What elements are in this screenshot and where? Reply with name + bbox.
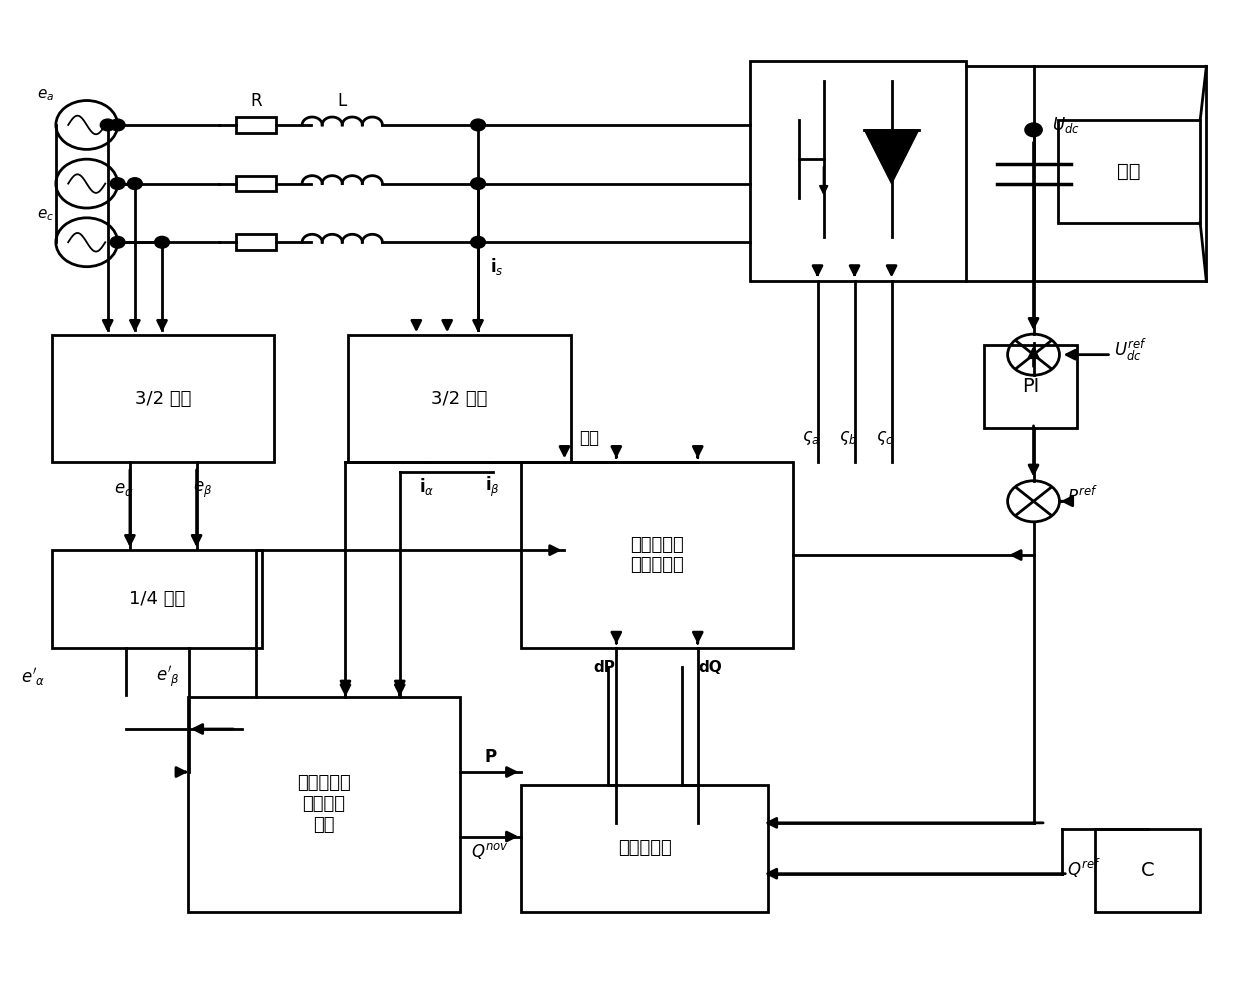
Circle shape <box>1025 123 1042 137</box>
Text: $\varsigma_a$: $\varsigma_a$ <box>802 429 821 446</box>
Text: $U_{dc}$: $U_{dc}$ <box>1052 115 1080 135</box>
Text: dP: dP <box>593 660 615 675</box>
Circle shape <box>471 119 485 131</box>
Circle shape <box>100 119 115 131</box>
Text: $e_c$: $e_c$ <box>37 207 55 223</box>
Text: $P^{ref}$: $P^{ref}$ <box>1066 486 1097 507</box>
Bar <box>985 345 1076 428</box>
Bar <box>1095 829 1200 912</box>
Bar <box>521 462 792 648</box>
Circle shape <box>128 178 143 190</box>
Bar <box>52 335 274 462</box>
Text: 扇区: 扇区 <box>579 429 599 446</box>
Text: 滞环比较器: 滞环比较器 <box>618 839 672 857</box>
Text: $\mathbf{P}$: $\mathbf{P}$ <box>484 748 497 767</box>
Text: $\mathbf{i}_\beta$: $\mathbf{i}_\beta$ <box>485 475 500 498</box>
Circle shape <box>471 178 485 190</box>
Text: $e'_\alpha$: $e'_\alpha$ <box>21 666 46 688</box>
Text: $\mathbf{i}_\alpha$: $\mathbf{i}_\alpha$ <box>419 476 434 497</box>
Text: C: C <box>1141 861 1154 880</box>
Text: $U_{dc}^{ref}$: $U_{dc}^{ref}$ <box>1114 336 1147 363</box>
Bar <box>236 234 275 250</box>
Text: 1/4 延迟: 1/4 延迟 <box>129 590 185 608</box>
Circle shape <box>471 236 485 248</box>
Text: $e'_\beta$: $e'_\beta$ <box>155 665 180 690</box>
Text: 不平衡电压
下的矢量表: 不平衡电压 下的矢量表 <box>630 536 684 574</box>
Text: $e_\alpha$: $e_\alpha$ <box>114 480 134 497</box>
Bar <box>52 550 262 648</box>
Bar <box>188 697 460 912</box>
Circle shape <box>155 236 170 248</box>
Bar <box>236 176 275 192</box>
Text: L: L <box>337 91 347 109</box>
Bar <box>1058 120 1200 223</box>
Text: $\varsigma_b$: $\varsigma_b$ <box>839 429 858 446</box>
Text: $e_\beta$: $e_\beta$ <box>193 480 212 500</box>
Bar <box>521 784 768 912</box>
Text: 3/2 变换: 3/2 变换 <box>432 389 487 408</box>
Bar <box>236 117 275 133</box>
Circle shape <box>110 236 125 248</box>
Text: $e_a$: $e_a$ <box>37 87 55 103</box>
Circle shape <box>110 119 125 131</box>
Bar <box>348 335 570 462</box>
Text: 负载: 负载 <box>1117 162 1141 181</box>
Text: 3/2 变换: 3/2 变换 <box>135 389 191 408</box>
Text: dQ: dQ <box>698 660 722 675</box>
Text: $\mathbf{i}_s$: $\mathbf{i}_s$ <box>490 257 505 277</box>
Text: $\varsigma_c$: $\varsigma_c$ <box>877 429 894 446</box>
Text: R: R <box>250 91 262 109</box>
Polygon shape <box>864 130 919 184</box>
Text: $Q^{ref}$: $Q^{ref}$ <box>1066 857 1101 881</box>
Circle shape <box>110 178 125 190</box>
Text: $Q^{nov}$: $Q^{nov}$ <box>471 841 510 861</box>
Text: PI: PI <box>1022 376 1039 396</box>
Bar <box>750 61 966 281</box>
Text: 计算有功和
新型无功
扇区: 计算有功和 新型无功 扇区 <box>296 775 351 835</box>
